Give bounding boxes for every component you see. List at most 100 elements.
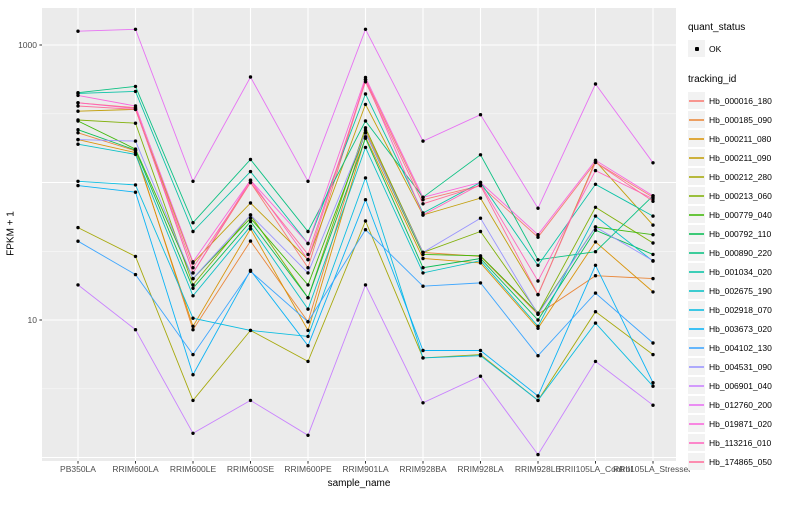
data-point bbox=[133, 104, 138, 108]
data-point bbox=[536, 318, 540, 322]
data-point bbox=[133, 328, 138, 332]
legend-key-swatch bbox=[688, 206, 705, 223]
data-point bbox=[248, 216, 253, 220]
data-point bbox=[478, 281, 483, 285]
data-point bbox=[421, 213, 425, 217]
data-point bbox=[363, 119, 368, 123]
legend-item-Hb_000212_280: Hb_000212_280 bbox=[688, 167, 800, 186]
data-point bbox=[191, 221, 195, 225]
data-point bbox=[76, 93, 80, 98]
data-point bbox=[306, 307, 310, 311]
data-point bbox=[248, 201, 253, 205]
legend-key-swatch bbox=[688, 415, 705, 432]
legend-item-label: OK bbox=[709, 43, 722, 54]
legend-item-label: Hb_003673_020 bbox=[709, 323, 772, 334]
data-point bbox=[191, 229, 195, 234]
data-point bbox=[593, 359, 598, 364]
legend-item-Hb_002918_070: Hb_002918_070 bbox=[688, 300, 800, 319]
data-point bbox=[421, 356, 425, 360]
data-point bbox=[478, 183, 483, 188]
legend-key-swatch bbox=[688, 320, 705, 337]
legend-key-swatch bbox=[688, 301, 705, 318]
legend-item-label: Hb_000211_080 bbox=[709, 133, 772, 144]
data-point bbox=[76, 109, 80, 113]
data-point bbox=[76, 101, 80, 105]
data-point bbox=[536, 279, 540, 283]
data-point bbox=[191, 286, 195, 290]
legend-item-label: Hb_000890_220 bbox=[709, 247, 772, 258]
data-point bbox=[421, 139, 425, 143]
data-point bbox=[651, 214, 655, 218]
data-point bbox=[536, 233, 540, 237]
data-point bbox=[191, 179, 195, 183]
legend-item-Hb_000211_080: Hb_000211_080 bbox=[688, 129, 800, 148]
data-point bbox=[593, 240, 598, 244]
data-point bbox=[536, 292, 540, 297]
data-point bbox=[133, 183, 138, 187]
data-point bbox=[133, 139, 138, 143]
data-point bbox=[191, 276, 195, 281]
data-point bbox=[536, 394, 540, 398]
data-point bbox=[593, 205, 598, 209]
legend-item-ok: OK bbox=[688, 39, 800, 58]
data-point bbox=[363, 219, 368, 223]
legend-key-swatch bbox=[688, 377, 705, 394]
y-tick-label: 10 bbox=[28, 315, 38, 325]
data-point bbox=[593, 182, 598, 186]
data-point bbox=[76, 137, 80, 142]
data-point bbox=[478, 229, 483, 234]
data-point bbox=[651, 194, 655, 198]
data-point bbox=[248, 227, 253, 231]
data-point bbox=[76, 142, 80, 146]
x-tick-label: RRIM600LA bbox=[112, 464, 159, 474]
data-point bbox=[191, 283, 195, 287]
legend-key-swatch bbox=[688, 149, 705, 166]
legend-item-label: Hb_006901_040 bbox=[709, 380, 772, 391]
data-point bbox=[651, 223, 655, 227]
legend-item-Hb_004531_090: Hb_004531_090 bbox=[688, 357, 800, 376]
data-point bbox=[651, 259, 655, 263]
data-point bbox=[133, 107, 138, 112]
data-point bbox=[363, 102, 368, 107]
data-point bbox=[76, 225, 80, 230]
data-point bbox=[536, 452, 540, 457]
legend-item-Hb_000211_090: Hb_000211_090 bbox=[688, 148, 800, 167]
data-point bbox=[363, 145, 368, 150]
legend-item-Hb_000779_040: Hb_000779_040 bbox=[688, 205, 800, 224]
data-point bbox=[306, 266, 310, 270]
data-point bbox=[133, 190, 138, 194]
data-point bbox=[133, 148, 138, 152]
data-point bbox=[651, 199, 655, 203]
data-point bbox=[306, 334, 310, 339]
data-point bbox=[248, 157, 253, 162]
legend-item-label: Hb_000211_090 bbox=[709, 152, 772, 163]
data-point bbox=[76, 131, 80, 135]
data-point bbox=[363, 136, 368, 140]
legend-item-label: Hb_002675_190 bbox=[709, 285, 772, 296]
data-point bbox=[363, 128, 368, 132]
data-point bbox=[306, 252, 310, 257]
legend-key-swatch bbox=[688, 358, 705, 375]
legend-item-label: Hb_000212_280 bbox=[709, 171, 772, 182]
data-point bbox=[363, 283, 368, 287]
data-point bbox=[248, 239, 253, 243]
legend-key-swatch bbox=[688, 434, 705, 451]
plot-panel bbox=[42, 8, 676, 461]
data-point bbox=[248, 398, 253, 403]
legend-item-Hb_001034_020: Hb_001034_020 bbox=[688, 262, 800, 281]
data-point bbox=[191, 316, 195, 320]
data-point bbox=[651, 341, 655, 345]
chart-canvas: PB350LA RRIM600LA RRIM600LE RRIM600SE RRIM60… bbox=[18, 8, 693, 489]
data-point bbox=[133, 84, 138, 89]
data-point bbox=[536, 258, 540, 262]
data-point bbox=[651, 381, 655, 385]
data-point bbox=[191, 324, 195, 328]
data-point bbox=[478, 113, 483, 117]
legend-item-Hb_000185_090: Hb_000185_090 bbox=[688, 110, 800, 129]
legend-key-swatch bbox=[688, 168, 705, 185]
data-point bbox=[651, 384, 655, 388]
data-point bbox=[421, 271, 425, 275]
data-point bbox=[306, 283, 310, 287]
legend-item-Hb_113216_010: Hb_113216_010 bbox=[688, 433, 800, 452]
data-point bbox=[478, 216, 483, 220]
